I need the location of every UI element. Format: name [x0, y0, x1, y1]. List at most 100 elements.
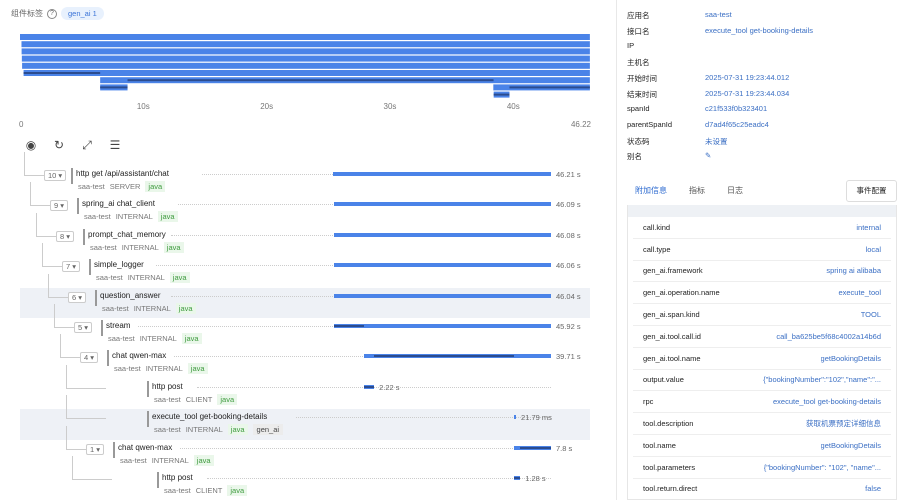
span-row[interactable]: 1 ▾ chat qwen-max saa-test INTERNAL java 7.8 …	[20, 425, 590, 470]
overview-span-bar[interactable]	[21, 41, 590, 48]
span-meta: saa-test CLIENT java	[154, 393, 238, 405]
span-row[interactable]: 8 ▾ prompt_chat_memory saa-test INTERNAL jav…	[20, 212, 590, 257]
lang-tag: java	[227, 484, 248, 496]
span-name[interactable]: http get /api/assistant/chat	[76, 169, 169, 178]
span-row[interactable]: 6 ▾ question_answer saa-test INTERNAL java 46…	[20, 273, 590, 318]
span-row[interactable]: 7 ▾ simple_logger saa-test INTERNAL java 46.0…	[20, 243, 590, 287]
span-name[interactable]: question_answer	[100, 290, 161, 300]
attribute-value[interactable]: execute_tool get-booking-details	[773, 397, 881, 407]
span-name[interactable]: http post	[162, 472, 193, 482]
overview-self-time-segment	[493, 93, 510, 96]
child-count-toggle[interactable]: 10 ▾	[44, 170, 67, 181]
child-count-toggle[interactable]: 6 ▾	[68, 291, 87, 303]
span-name[interactable]: chat qwen-max	[118, 442, 173, 452]
detail-label: IP	[627, 41, 635, 51]
span-name[interactable]: spring_ai chat_client	[82, 199, 155, 209]
span-duration-bar[interactable]	[333, 293, 551, 298]
tree-connector	[48, 273, 68, 298]
span-name[interactable]: simple_logger	[94, 260, 144, 270]
event-config-button[interactable]: 事件配置	[846, 180, 897, 202]
span-row[interactable]: 10 ▾ http get /api/assistant/chat saa-test…	[20, 152, 590, 196]
component-tag-label: 组件标签	[11, 9, 43, 18]
attribute-value[interactable]: spring ai alibaba	[826, 266, 881, 276]
attribute-value[interactable]: getBookingDetails	[820, 440, 881, 450]
lang-tag: java	[227, 424, 248, 436]
span-meta: saa-test INTERNAL java	[114, 363, 208, 375]
attribute-value[interactable]: {"bookingNumber": "102", "name"...	[763, 462, 881, 472]
refresh-icon[interactable]: ↻	[53, 138, 65, 152]
attribute-key: tool.return.direct	[643, 484, 698, 494]
trace-overview-timeline[interactable]: 0 10s 20s 30s 40s 46.22	[0, 30, 610, 130]
span-name[interactable]: chat qwen-max	[112, 351, 167, 361]
locate-icon[interactable]: ◉	[25, 138, 37, 152]
span-duration-bar[interactable]	[363, 354, 551, 359]
tab-logs[interactable]: 日志	[727, 186, 743, 195]
expand-icon[interactable]: ⤢	[82, 138, 92, 152]
span-depth-marker	[107, 350, 109, 367]
tab-metrics[interactable]: 指标	[689, 186, 705, 195]
detail-value[interactable]: ✎	[705, 151, 712, 161]
span-depth-marker	[113, 441, 115, 458]
attribute-value[interactable]: execute_tool	[838, 288, 881, 298]
span-name[interactable]: http post	[152, 381, 183, 391]
child-count-toggle[interactable]: 7 ▾	[62, 261, 81, 273]
child-count-toggle[interactable]: 9 ▾	[50, 200, 69, 212]
span-name[interactable]: prompt_chat_memory	[88, 229, 166, 239]
span-row[interactable]: 5 ▾ stream saa-test INTERNAL java 45.92 s	[20, 303, 590, 348]
settings-sliders-icon[interactable]: ☰	[109, 138, 121, 152]
attribute-value[interactable]: TOOL	[860, 310, 881, 320]
span-duration-bar[interactable]	[514, 415, 517, 420]
detail-label: 主机名	[627, 58, 650, 68]
row-guide-line	[206, 477, 551, 479]
overview-span-bar[interactable]	[21, 48, 590, 55]
span-row[interactable]: 4 ▾ chat qwen-max saa-test INTERNAL java 39.7…	[20, 334, 590, 378]
attribute-value[interactable]: false	[865, 484, 881, 494]
child-count-toggle[interactable]: 4 ▾	[80, 352, 99, 364]
tag-chip-gen-ai[interactable]: gen_ai 1	[61, 7, 104, 20]
span-duration-bar[interactable]	[334, 323, 551, 328]
overview-span-bar[interactable]	[23, 70, 590, 76]
detail-label: 状态码	[627, 136, 650, 146]
attribute-value[interactable]: local	[865, 244, 881, 254]
span-app: saa-test	[164, 485, 191, 495]
attribute-value[interactable]: getBookingDetails	[820, 353, 881, 363]
overview-span-bar[interactable]	[20, 34, 590, 40]
child-count-toggle[interactable]: 1 ▾	[86, 443, 105, 455]
attribute-value[interactable]: 获取机票预定详细信息	[806, 419, 881, 429]
attribute-key: call.kind	[643, 222, 671, 232]
span-name[interactable]: stream	[106, 320, 131, 330]
lang-tag: java	[217, 393, 238, 405]
overview-self-time-segment	[127, 79, 494, 82]
question-circle-icon[interactable]: ?	[47, 8, 57, 19]
tree-connector	[66, 364, 106, 389]
attribute-row: call.type local	[633, 239, 891, 261]
span-duration-bar[interactable]	[514, 445, 551, 450]
span-app: saa-test	[90, 242, 117, 252]
attribute-value[interactable]: call_ba625be5f68c4002a14b6d	[776, 331, 881, 341]
span-duration-bar[interactable]	[333, 202, 551, 207]
overview-span-bar[interactable]	[22, 62, 590, 69]
span-duration-bar[interactable]	[514, 475, 521, 480]
span-duration-bar[interactable]	[363, 384, 375, 389]
span-name[interactable]: execute_tool get-booking-details	[152, 412, 268, 422]
overview-span-bar[interactable]	[21, 55, 590, 62]
child-count-toggle[interactable]: 5 ▾	[74, 321, 93, 333]
span-duration: 7.8 s	[556, 443, 573, 453]
child-count-toggle[interactable]: 8 ▾	[56, 230, 75, 242]
attribute-key: call.type	[643, 244, 671, 254]
span-duration-bar[interactable]	[333, 172, 551, 176]
span-meta: saa-test INTERNAL java	[108, 332, 202, 344]
span-duration-bar[interactable]	[333, 232, 551, 237]
attribute-row: tool.name getBookingDetails	[633, 435, 891, 457]
span-row[interactable]: http post saa-test CLIENT java 1.28 s	[20, 455, 590, 500]
span-depth-marker	[147, 380, 149, 397]
detail-value: d7ad4f65c25eadc4	[705, 119, 769, 129]
attribute-row: gen_ai.tool.call.id call_ba625be5f68c4002…	[633, 326, 891, 348]
span-row[interactable]: 9 ▾ spring_ai chat_client saa-test INTERNAL…	[20, 182, 590, 226]
span-row[interactable]: http post saa-test CLIENT java 2.22 s	[20, 364, 590, 409]
span-row[interactable]: execute_tool get-booking-details saa-test…	[20, 395, 590, 440]
span-duration-bar[interactable]	[333, 263, 551, 268]
attribute-value[interactable]: {"bookingNumber":"102","name":"...	[763, 375, 881, 385]
attribute-row: call.kind internal	[633, 217, 891, 239]
attribute-value[interactable]: internal	[856, 222, 881, 232]
